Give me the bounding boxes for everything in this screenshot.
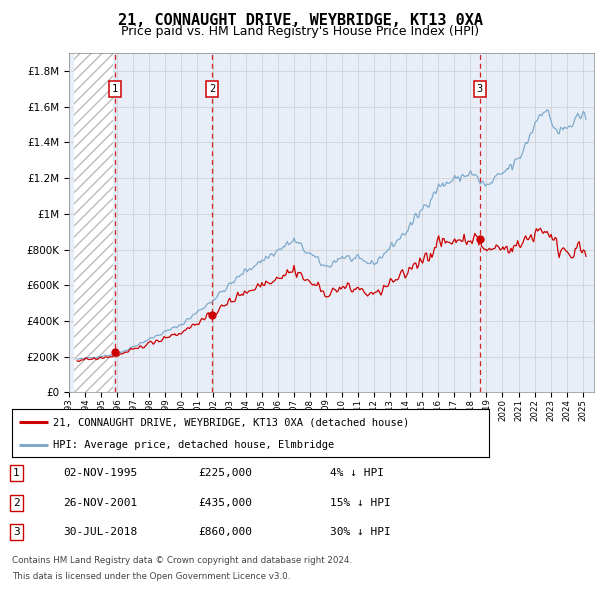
- Text: 2: 2: [209, 84, 215, 94]
- Text: 4% ↓ HPI: 4% ↓ HPI: [330, 468, 384, 478]
- HPI: Average price, detached house, Elmbridge: (1.99e+03, 1.87e+05): Average price, detached house, Elmbridge…: [73, 356, 80, 363]
- HPI: Average price, detached house, Elmbridge: (2.01e+03, 8.9e+05): Average price, detached house, Elmbridge…: [399, 230, 406, 237]
- Bar: [74, 53, 113, 392]
- 21, CONNAUGHT DRIVE, WEYBRIDGE, KT13 0XA (detached house): [399, 266, 406, 273]
- Text: This data is licensed under the Open Government Licence v3.0.: This data is licensed under the Open Gov…: [12, 572, 290, 581]
- HPI: Average price, detached house, Elmbridge: (2e+03, 3.05e+05): Average price, detached house, Elmbridge…: [148, 335, 155, 342]
- 21, CONNAUGHT DRIVE, WEYBRIDGE, KT13 0XA (detached house): [214, 309, 221, 316]
- HPI: Average price, detached house, Elmbridge: (2e+03, 5.42e+05): Average price, detached house, Elmbridge…: [214, 292, 221, 299]
- Text: 26-NOV-2001: 26-NOV-2001: [63, 498, 137, 507]
- Text: 2: 2: [13, 498, 20, 507]
- Text: HPI: Average price, detached house, Elmbridge: HPI: Average price, detached house, Elmb…: [53, 440, 334, 450]
- 21, CONNAUGHT DRIVE, WEYBRIDGE, KT13 0XA (detached house): [73, 358, 80, 365]
- Text: £435,000: £435,000: [198, 498, 252, 507]
- Line: HPI: Average price, detached house, Elmbridge: HPI: Average price, detached house, Elmb…: [77, 110, 586, 359]
- Text: 3: 3: [13, 527, 20, 537]
- HPI: Average price, detached house, Elmbridge: (2.02e+03, 1.22e+06): Average price, detached house, Elmbridge…: [471, 171, 478, 178]
- Text: 30-JUL-2018: 30-JUL-2018: [63, 527, 137, 537]
- HPI: Average price, detached house, Elmbridge: (1.99e+03, 1.87e+05): Average price, detached house, Elmbridge…: [75, 356, 82, 363]
- Text: 02-NOV-1995: 02-NOV-1995: [63, 468, 137, 478]
- 21, CONNAUGHT DRIVE, WEYBRIDGE, KT13 0XA (detached house): [75, 358, 82, 365]
- HPI: Average price, detached house, Elmbridge: (2.01e+03, 9.04e+05): Average price, detached house, Elmbridge…: [404, 227, 412, 234]
- 21, CONNAUGHT DRIVE, WEYBRIDGE, KT13 0XA (detached house): [148, 339, 155, 346]
- 21, CONNAUGHT DRIVE, WEYBRIDGE, KT13 0XA (detached house): [95, 355, 102, 362]
- Text: 1: 1: [13, 468, 20, 478]
- HPI: Average price, detached house, Elmbridge: (2.02e+03, 1.58e+06): Average price, detached house, Elmbridge…: [544, 106, 551, 113]
- Line: 21, CONNAUGHT DRIVE, WEYBRIDGE, KT13 0XA (detached house): 21, CONNAUGHT DRIVE, WEYBRIDGE, KT13 0XA…: [77, 228, 586, 361]
- 21, CONNAUGHT DRIVE, WEYBRIDGE, KT13 0XA (detached house): [537, 225, 544, 232]
- Text: 21, CONNAUGHT DRIVE, WEYBRIDGE, KT13 0XA (detached house): 21, CONNAUGHT DRIVE, WEYBRIDGE, KT13 0XA…: [53, 417, 409, 427]
- Text: Price paid vs. HM Land Registry's House Price Index (HPI): Price paid vs. HM Land Registry's House …: [121, 25, 479, 38]
- Text: 3: 3: [476, 84, 483, 94]
- Text: £225,000: £225,000: [198, 468, 252, 478]
- 21, CONNAUGHT DRIVE, WEYBRIDGE, KT13 0XA (detached house): [583, 253, 590, 260]
- Text: 30% ↓ HPI: 30% ↓ HPI: [330, 527, 391, 537]
- HPI: Average price, detached house, Elmbridge: (2.03e+03, 1.53e+06): Average price, detached house, Elmbridge…: [583, 116, 590, 123]
- Text: 15% ↓ HPI: 15% ↓ HPI: [330, 498, 391, 507]
- Text: Contains HM Land Registry data © Crown copyright and database right 2024.: Contains HM Land Registry data © Crown c…: [12, 556, 352, 565]
- 21, CONNAUGHT DRIVE, WEYBRIDGE, KT13 0XA (detached house): [404, 270, 412, 277]
- Text: £860,000: £860,000: [198, 527, 252, 537]
- HPI: Average price, detached house, Elmbridge: (1.99e+03, 1.98e+05): Average price, detached house, Elmbridge…: [95, 353, 102, 360]
- 21, CONNAUGHT DRIVE, WEYBRIDGE, KT13 0XA (detached house): [471, 230, 478, 237]
- Text: 1: 1: [112, 84, 118, 94]
- Text: 21, CONNAUGHT DRIVE, WEYBRIDGE, KT13 0XA: 21, CONNAUGHT DRIVE, WEYBRIDGE, KT13 0XA: [118, 13, 482, 28]
